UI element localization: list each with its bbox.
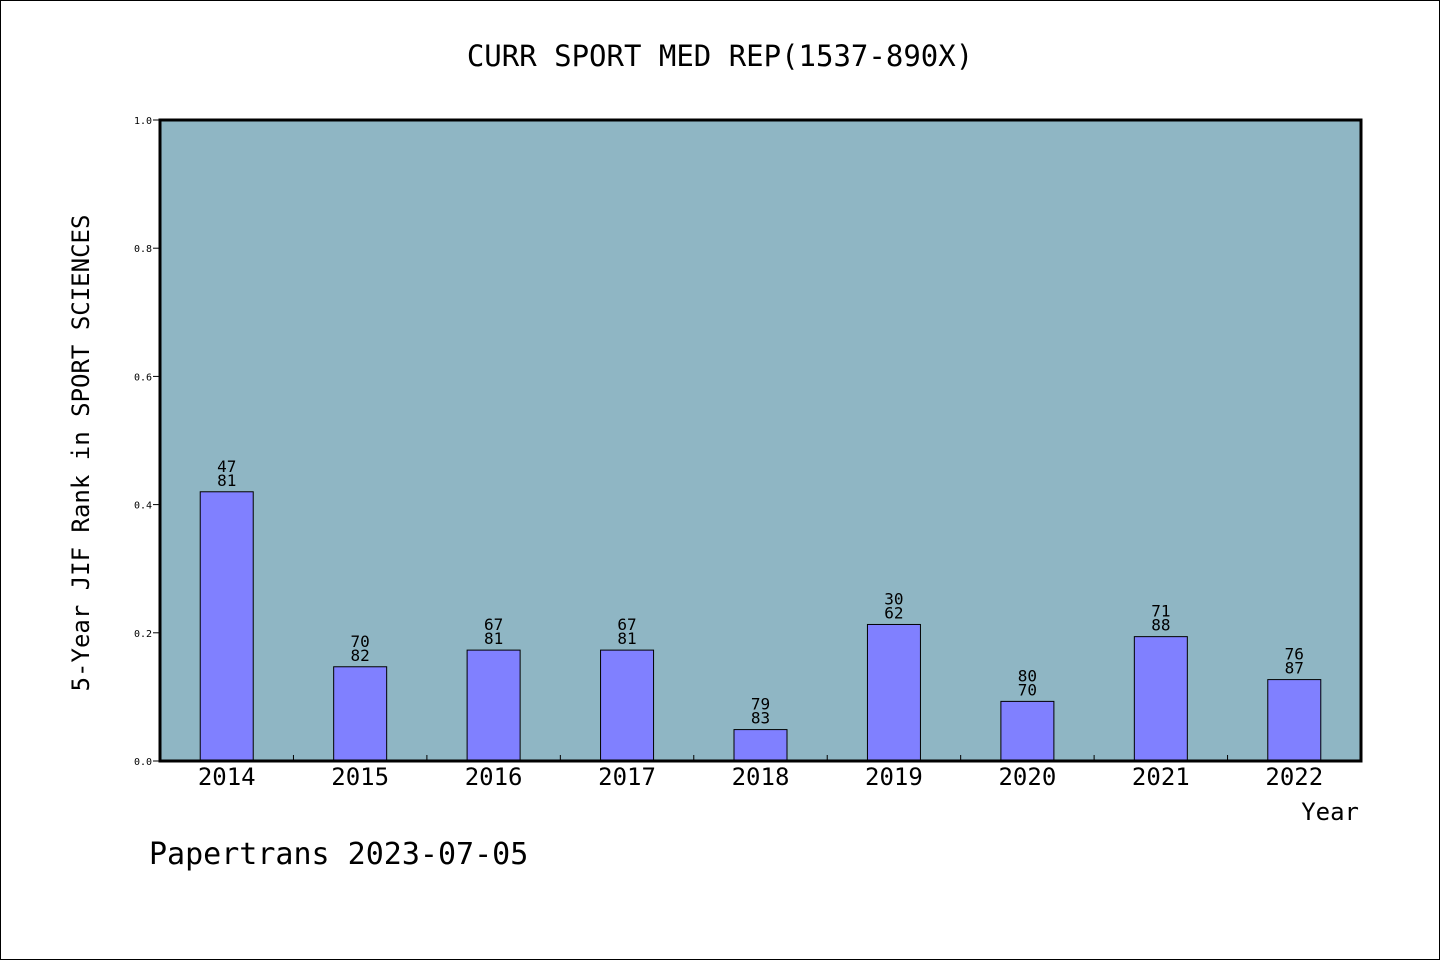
y-tick-label: 0.0 xyxy=(134,757,152,768)
bar-label-rank: 67 xyxy=(617,615,636,634)
bar-label-total: 83 xyxy=(751,709,770,728)
y-tick-label: 0.6 xyxy=(134,372,152,383)
x-tick-label: 2019 xyxy=(865,763,923,791)
bar-2020 xyxy=(1000,700,1055,762)
chart-title: CURR SPORT MED REP(1537-890X) xyxy=(467,39,973,73)
x-axis: 2014 2015 2016 2017 2018 2019 2020 2021 2022 xyxy=(198,755,1323,791)
bar-label-total: 70 xyxy=(1018,680,1037,699)
bar-2014 xyxy=(199,491,254,762)
footer-credit: Papertrans 2023-07-05 xyxy=(149,837,528,872)
bar-2021 xyxy=(1133,636,1188,762)
bar-label-rank: 71 xyxy=(1151,602,1170,621)
bar-2019 xyxy=(866,623,921,762)
bar-label-rank: 70 xyxy=(351,632,370,651)
y-axis-label: 5-Year JIF Rank in SPORT SCIENCES xyxy=(67,215,95,692)
bar-label-total: 81 xyxy=(217,471,236,490)
x-axis-label: Year xyxy=(1301,798,1359,826)
bar-label-rank: 80 xyxy=(1018,666,1037,685)
bar-label-rank: 30 xyxy=(884,589,903,608)
y-tick-label: 0.4 xyxy=(134,501,152,512)
x-tick-label: 2014 xyxy=(198,763,256,791)
bar-label-total: 87 xyxy=(1285,659,1304,678)
bar-2017 xyxy=(600,649,655,762)
bar-series xyxy=(199,491,1322,762)
bar-label-rank: 79 xyxy=(751,695,770,714)
plot-border xyxy=(158,118,1363,763)
y-tick-label: 0.2 xyxy=(134,629,152,640)
x-tick-label: 2021 xyxy=(1132,763,1190,791)
x-tick-label: 2022 xyxy=(1265,763,1323,791)
y-tick-label: 1.0 xyxy=(134,116,152,127)
bar-label-total: 88 xyxy=(1151,616,1170,635)
bar-label-rank: 76 xyxy=(1285,645,1304,664)
bar-2018 xyxy=(733,729,788,762)
bar-label-rank: 47 xyxy=(217,457,236,476)
x-tick-label: 2020 xyxy=(998,763,1056,791)
x-tick-label: 2018 xyxy=(732,763,790,791)
x-tick-label: 2015 xyxy=(331,763,389,791)
y-tick-label: 0.8 xyxy=(134,244,152,255)
bar-label-total: 81 xyxy=(484,629,503,648)
bar-2022 xyxy=(1267,679,1322,762)
bar-label-total: 62 xyxy=(884,603,903,622)
y-axis: 0.0 0.2 0.4 0.6 0.8 1.0 xyxy=(134,116,160,768)
bar-2016 xyxy=(466,649,521,762)
bar-2015 xyxy=(333,666,388,762)
x-tick-label: 2016 xyxy=(465,763,523,791)
bar-label-total: 82 xyxy=(351,646,370,665)
x-tick-label: 2017 xyxy=(598,763,656,791)
bar-label-total: 81 xyxy=(617,629,636,648)
bar-label-rank: 67 xyxy=(484,615,503,634)
